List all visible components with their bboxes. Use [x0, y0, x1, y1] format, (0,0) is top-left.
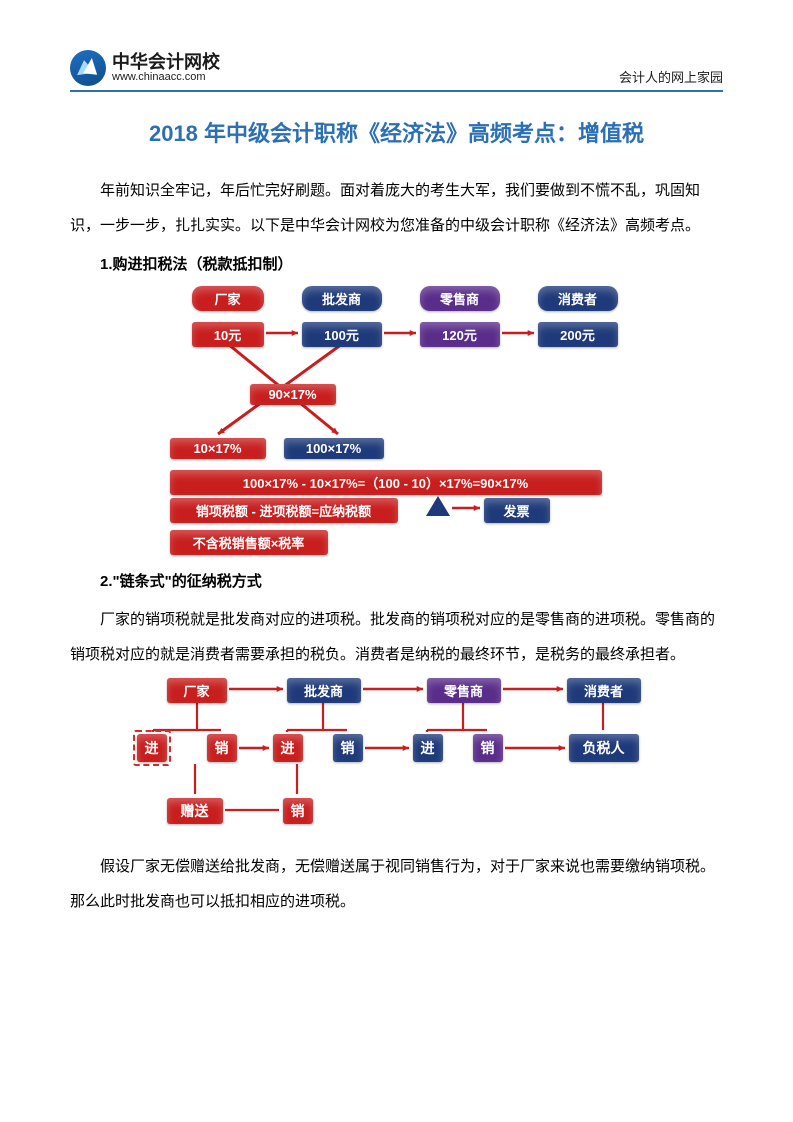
diagram-node: 进: [273, 734, 303, 762]
diagram-node: 厂家: [192, 286, 264, 311]
diagram-node: 100×17%: [284, 438, 384, 459]
triangle-icon: [426, 496, 450, 516]
diagram-node: 厂家: [167, 678, 227, 703]
logo-text-group: 中华会计网校 www.chinaacc.com: [112, 53, 220, 83]
diagram-node: 负税人: [569, 734, 639, 762]
section2-para2: 假设厂家无偿赠送给批发商，无偿赠送属于视同销售行为，对于厂家来说也需要缴纳销项税…: [70, 850, 723, 919]
page-header: 中华会计网校 www.chinaacc.com 会计人的网上家园: [70, 50, 723, 92]
diagram-node: 10×17%: [170, 438, 266, 459]
diagram-node: 不含税销售额×税率: [170, 530, 328, 555]
diagram-chain-tax: 厂家批发商零售商消费者进销进销进销负税人赠送销: [137, 678, 657, 836]
diagram-node: 销: [473, 734, 503, 762]
diagram-node: 进: [413, 734, 443, 762]
diagram-node: 90×17%: [250, 384, 336, 405]
diagram-tax-deduction: 厂家 批发商 零售商 消费者 10元 100元 120元 200元 90×17% 10×17% 10…: [162, 286, 632, 556]
diagram-node: 销: [283, 798, 313, 824]
logo-url: www.chinaacc.com: [112, 72, 220, 84]
diagram-node: 销项税额 - 进项税额=应纳税额: [170, 498, 398, 523]
header-tagline: 会计人的网上家园: [619, 67, 723, 86]
diagram-node: 消费者: [567, 678, 641, 703]
diagram-node: 发票: [484, 498, 550, 523]
diagram-node: 100×17% - 10×17%=（100 - 10）×17%=90×17%: [170, 470, 602, 495]
logo: 中华会计网校 www.chinaacc.com: [70, 50, 220, 86]
diagram-node: 进: [137, 734, 167, 762]
page-title: 2018 年中级会计职称《经济法》高频考点：增值税: [70, 116, 723, 148]
section2-para1: 厂家的销项税就是批发商对应的进项税。批发商的销项税对应的是零售商的进项税。零售商…: [70, 603, 723, 672]
logo-icon: [70, 50, 106, 86]
diagram-node: 消费者: [538, 286, 618, 311]
diagram-node: 10元: [192, 322, 264, 347]
logo-title: 中华会计网校: [112, 53, 220, 72]
diagram-node: 批发商: [302, 286, 382, 311]
diagram-node: 200元: [538, 322, 618, 347]
section1-heading: 1.购进扣税法（税款抵扣制）: [70, 253, 723, 274]
diagram-node: 销: [333, 734, 363, 762]
diagram-node: 零售商: [420, 286, 500, 311]
diagram-node: 批发商: [287, 678, 361, 703]
diagram-node: 赠送: [167, 798, 223, 824]
diagram-node: 销: [207, 734, 237, 762]
section2-heading: 2."链条式"的征纳税方式: [70, 570, 723, 591]
diagram-node: 100元: [302, 322, 382, 347]
diagram-node: 120元: [420, 322, 500, 347]
intro-paragraph: 年前知识全牢记，年后忙完好刷题。面对着庞大的考生大军，我们要做到不慌不乱，巩固知…: [70, 174, 723, 243]
diagram-node: 零售商: [427, 678, 501, 703]
